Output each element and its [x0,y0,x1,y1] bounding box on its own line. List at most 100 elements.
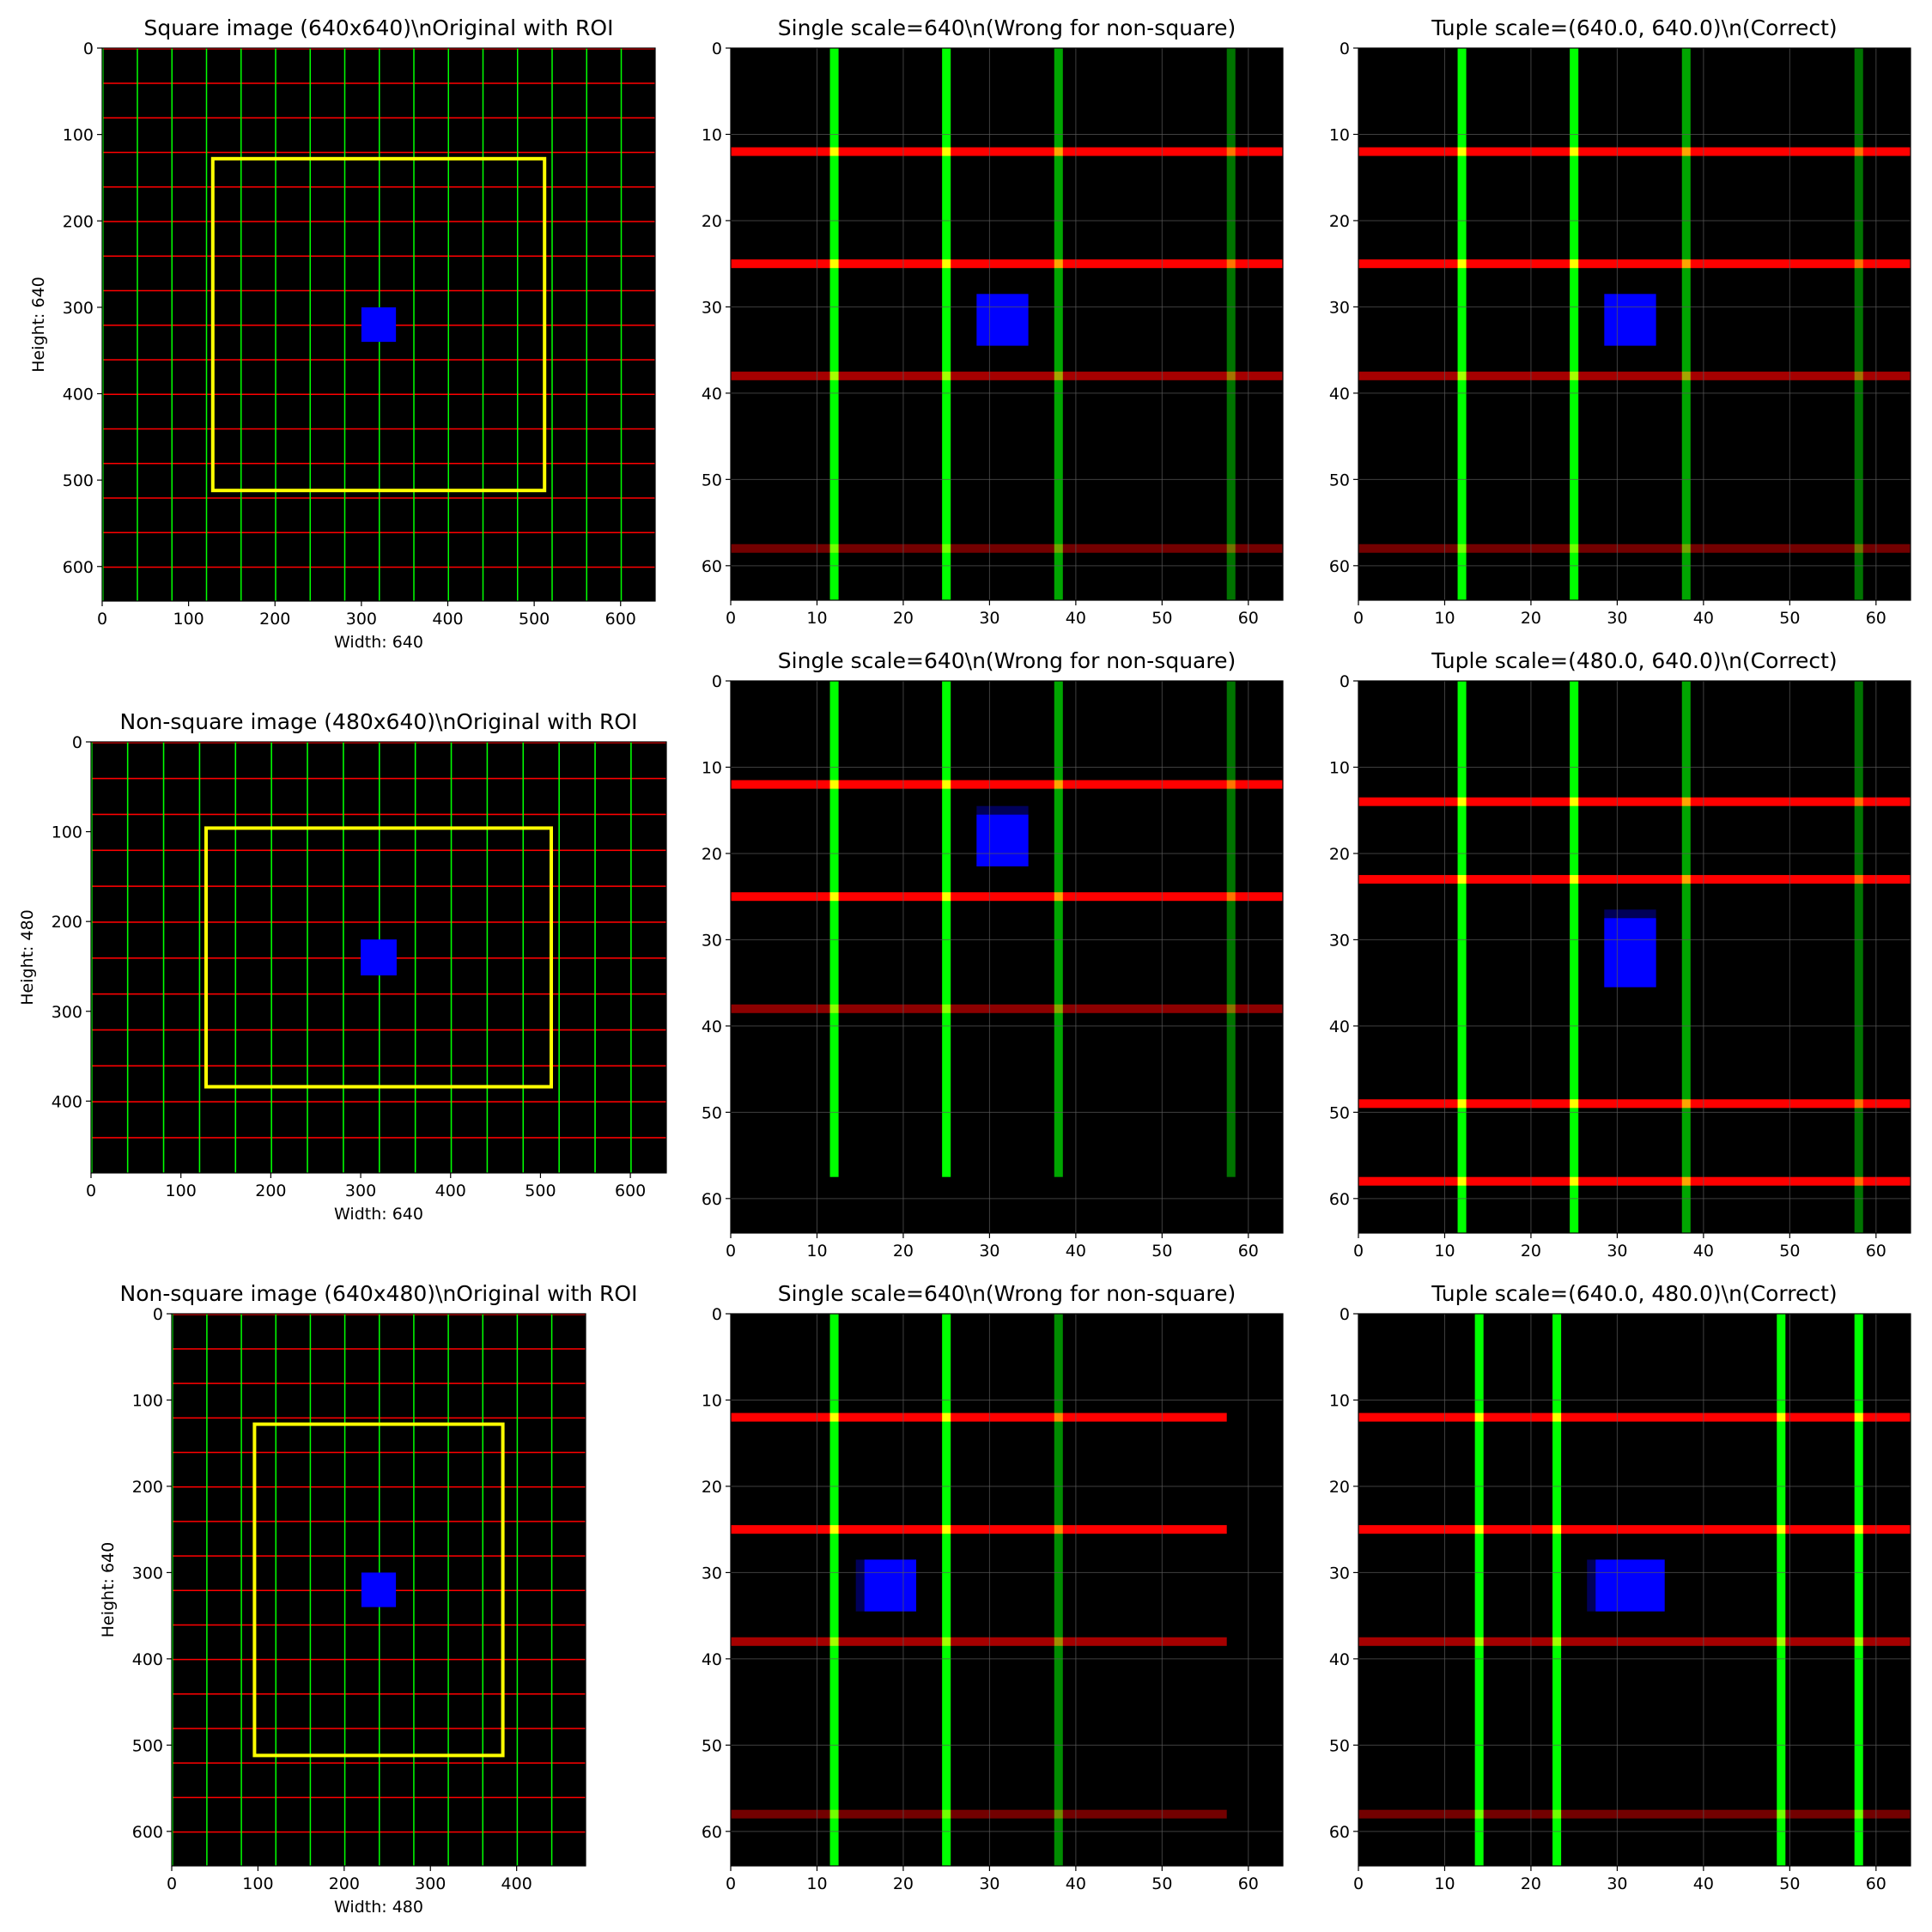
blue-box [976,814,1029,867]
x-tick-label: 50 [1151,1874,1172,1893]
green-grid-line [343,1314,346,1866]
y-tick-label: 30 [1329,298,1350,317]
green-grid-line [447,48,450,601]
subplot-title: Single scale=640\n(Wrong for non-square) [778,648,1236,673]
y-tick-label: 100 [63,126,94,145]
red-line [1358,259,1911,269]
y-tick-label: 20 [1329,845,1350,864]
x-tick-label: 10 [806,1242,827,1261]
green-grid-line [126,742,129,1173]
green-grid-line [137,48,138,601]
red-line [1358,371,1911,380]
x-tick-label: 30 [1607,1874,1627,1893]
green-grid-line [447,1314,449,1866]
y-tick-label: 400 [52,1092,82,1111]
green-grid-line [275,1314,277,1866]
y-tick-label: 40 [1329,1650,1350,1669]
roi-rectangle [204,826,553,1089]
green-grid-line [586,48,588,601]
x-tick-label: 600 [605,610,636,629]
green-line [1854,48,1863,600]
subplot-title: Non-square image (480x640)\nOriginal wit… [120,709,638,734]
x-tick-label: 60 [1866,609,1886,628]
x-tick-label: 40 [1693,1242,1714,1261]
y-tick-label: 40 [1329,1018,1350,1036]
green-grid-line [275,48,276,601]
y-tick-label: 10 [1329,1391,1350,1410]
x-tick-label: 30 [1607,609,1627,628]
x-tick-label: 100 [173,610,204,629]
red-line [1358,1176,1911,1186]
blue-box [1604,918,1656,987]
green-grid-line [91,742,93,1173]
red-line [731,544,1283,553]
x-tick-label: 40 [1693,1874,1714,1893]
green-grid-line [198,742,201,1173]
y-tick-label: 50 [1329,471,1350,489]
green-grid-line [450,742,453,1173]
subplot-9: 0 10 20 30 40 50 60 0 10 20 30 40 50 60 Tuple scale=(6… [1329,1281,1911,1893]
y-tick-label: 200 [132,1478,163,1497]
green-line [942,1314,951,1866]
y-tick-label: 60 [1329,1190,1350,1209]
x-tick-label: 50 [1151,609,1172,628]
x-tick-label: 100 [242,1874,273,1893]
x-tick-label: 10 [1434,609,1455,628]
green-line [1854,681,1863,1233]
x-axis-label: Width: 640 [334,1205,423,1224]
y-tick-label: 40 [702,1650,722,1669]
x-tick-label: 30 [979,1874,999,1893]
red-line [1358,797,1911,806]
green-line [829,1314,839,1866]
subplot-title: Tuple scale=(480.0, 640.0)\n(Correct) [1431,648,1837,673]
x-tick-label: 50 [1779,609,1800,628]
y-tick-label: 0 [712,1305,722,1324]
plot-content [1358,48,1911,600]
y-tick-label: 10 [702,758,722,777]
y-tick-label: 30 [1329,1564,1350,1583]
blue-box [361,939,397,975]
x-tick-label: 0 [167,1874,177,1893]
x-tick-label: 400 [435,1182,466,1200]
red-line [1358,1099,1911,1109]
x-tick-label: 0 [97,610,107,629]
x-tick-label: 60 [1866,1242,1886,1261]
x-tick-label: 60 [1866,1874,1886,1893]
x-tick-label: 200 [255,1182,286,1200]
green-line [1457,48,1467,600]
blue-box [361,307,397,343]
green-grid-line [234,742,237,1173]
y-tick-label: 50 [702,1103,722,1122]
x-tick-label: 30 [979,1242,999,1261]
green-grid-line [482,1314,484,1866]
red-line [731,1413,1227,1422]
y-axis-label: Height: 640 [29,276,48,373]
y-tick-label: 0 [72,733,82,752]
green-line [1226,48,1236,600]
y-tick-label: 10 [1329,125,1350,144]
green-grid-line [620,48,623,601]
y-tick-label: 0 [1340,39,1350,58]
x-tick-label: 20 [893,1242,914,1261]
red-line [731,780,1283,789]
green-grid-line [162,742,165,1173]
x-tick-label: 60 [1238,1242,1259,1261]
blue-box [361,1572,397,1607]
green-line [1777,1314,1786,1866]
x-tick-label: 200 [259,610,290,629]
green-line [1474,1314,1484,1866]
y-tick-label: 30 [702,931,722,950]
y-tick-label: 40 [1329,385,1350,404]
red-line [1358,1413,1911,1422]
x-tick-label: 10 [806,1874,827,1893]
x-tick-label: 300 [415,1874,446,1893]
x-tick-label: 300 [345,1182,376,1200]
x-tick-label: 10 [1434,1874,1455,1893]
y-tick-label: 0 [153,1305,163,1324]
y-tick-label: 300 [63,299,94,318]
green-grid-line [343,48,346,601]
x-tick-label: 30 [1607,1242,1627,1261]
y-tick-label: 100 [132,1391,163,1410]
y-tick-label: 200 [63,212,94,231]
